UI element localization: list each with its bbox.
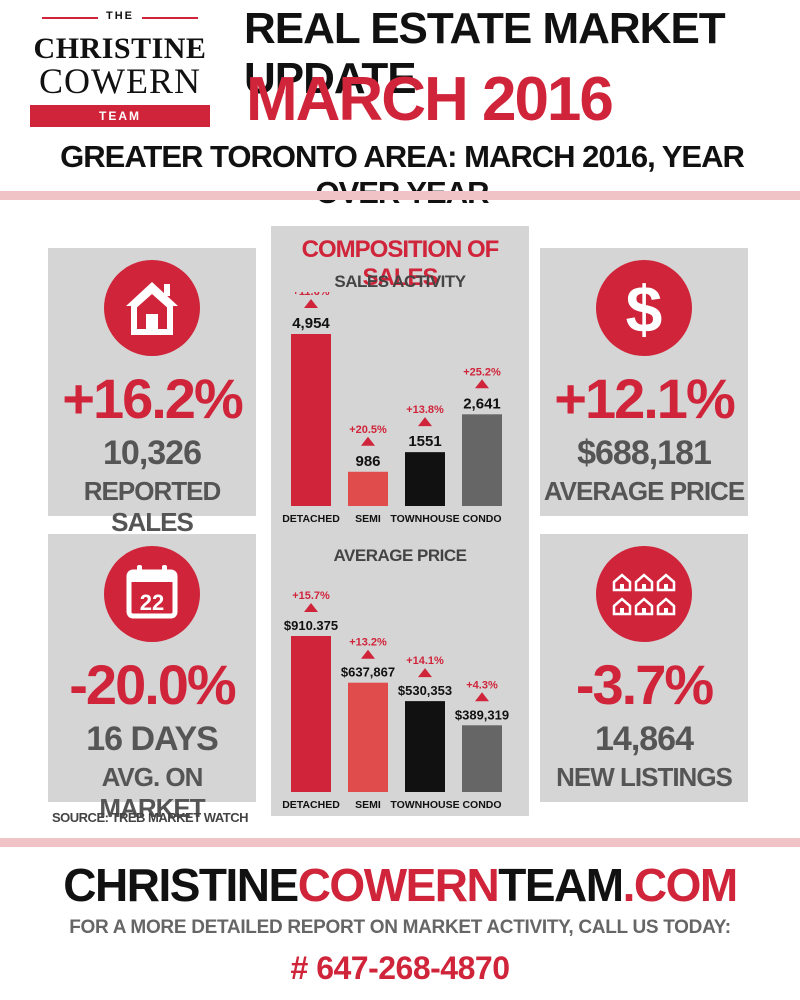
composition-panel: COMPOSITION OF SALES SALES ACTIVITY 4,95… [271, 226, 529, 816]
bottom-divider [0, 838, 800, 847]
change-label: +14.1% [406, 655, 444, 667]
average-price-chart: $910.375 +15.7% DETACHED $637,867 +13.2% SEMI… [282, 590, 509, 811]
bar-townhouse [405, 701, 445, 792]
page-title: REAL ESTATE MARKET UPDATE [244, 4, 726, 103]
url-com: .COM [622, 859, 739, 911]
logo-the: THE [106, 10, 134, 22]
bar-semi [348, 682, 388, 792]
logo-team: TEAM [30, 105, 210, 127]
house-icon [104, 260, 200, 356]
phone-number[interactable]: # 647-268-4870 [290, 950, 510, 986]
bar-condo [462, 725, 502, 792]
logo-rule-right [142, 17, 198, 19]
houses-icon [596, 546, 692, 642]
sales-value: 10,326 [103, 434, 202, 472]
listings-label: NEW LISTINGS [556, 762, 733, 792]
sales-change: +16.2% [62, 367, 244, 430]
change-label: +20.5% [349, 424, 387, 436]
sales-card: +16.2% 10,326 REPORTED SALES [48, 248, 256, 537]
sales-activity-chart: 4,954 +11.6% DETACHED 986 +20.5% SEMI 1551 +13.… [282, 292, 502, 525]
tick-label: DETACHED [282, 799, 340, 811]
increase-arrow [475, 692, 489, 702]
value-label: 986 [355, 453, 380, 470]
bar-condo [462, 414, 502, 506]
tick-label: SEMI [355, 799, 381, 811]
listings-change: -3.7% [575, 653, 714, 716]
days-label: AVG. ON MARKET [99, 762, 205, 823]
bar-semi [348, 471, 388, 506]
increase-arrow [304, 299, 318, 308]
report-date: MARCH 2016 [246, 65, 614, 134]
change-label: +4.3% [466, 679, 498, 691]
website-url[interactable]: CHRISTINECOWERNTEAM.COM [0, 858, 800, 912]
increase-arrow [361, 436, 375, 446]
tick-label: TOWNHOUSE [390, 799, 459, 811]
source-note: SOURCE: TREB MARKET WATCH [52, 810, 248, 825]
increase-arrow [418, 668, 432, 678]
calendar-day: 22 [140, 590, 164, 615]
tick-label: TOWNHOUSE [390, 513, 459, 525]
url-christine: CHRISTINE [63, 859, 299, 911]
listings-value: 14,864 [595, 720, 694, 758]
value-label: $910.375 [284, 618, 338, 633]
sales-activity-title: SALES ACTIVITY [334, 272, 466, 291]
dollar-icon: $ [596, 260, 692, 356]
change-label: +15.7% [292, 590, 330, 602]
value-label: $530,353 [398, 683, 452, 698]
change-label: +11.6% [292, 292, 329, 298]
composition-title: COMPOSITION OF SALES [301, 236, 500, 291]
days-change: -20.0% [69, 653, 236, 716]
change-label: +25.2% [463, 366, 501, 378]
increase-arrow [475, 379, 489, 389]
average-price-title: AVERAGE PRICE [333, 546, 468, 565]
tick-label: CONDO [462, 513, 501, 525]
days-value: 16 DAYS [86, 720, 219, 758]
value-label: 1551 [408, 433, 441, 450]
listings-card: -3.7% 14,864 NEW LISTINGS [540, 534, 748, 802]
logo-rule-left [42, 17, 98, 19]
value-label: $389,319 [455, 707, 509, 722]
price-value: $688,181 [577, 434, 712, 472]
price-change: +12.1% [554, 367, 736, 430]
sales-label: REPORTED SALES [83, 476, 221, 537]
bar-detached [291, 636, 331, 792]
logo-cowern: COWERN [39, 61, 201, 101]
call-to-action: FOR A MORE DETAILED REPORT ON MARKET ACT… [69, 917, 731, 938]
value-label: 4,954 [292, 315, 330, 332]
logo-christine: CHRISTINE [33, 32, 207, 65]
increase-arrow [361, 649, 375, 659]
days-card: 22 -20.0% 16 DAYS AVG. ON MARKET [48, 534, 256, 823]
tick-label: CONDO [462, 799, 501, 811]
svg-text:$: $ [626, 272, 663, 346]
tick-label: SEMI [355, 513, 381, 525]
top-divider [0, 191, 800, 200]
change-label: +13.2% [349, 637, 387, 649]
increase-arrow [418, 417, 432, 427]
tick-label: DETACHED [282, 513, 340, 525]
increase-arrow [304, 603, 318, 612]
url-cowern: COWERN [297, 859, 500, 911]
price-card: $ +12.1% $688,181 AVERAGE PRICE [540, 248, 748, 516]
bar-detached [291, 334, 331, 506]
price-label: AVERAGE PRICE [543, 476, 745, 506]
value-label: 2,641 [463, 395, 501, 412]
calendar-icon: 22 [104, 546, 200, 642]
page-subtitle: GREATER TORONTO AREA: MARCH 2016, YEAR O… [60, 139, 745, 210]
url-team: TEAM [498, 859, 624, 911]
value-label: $637,867 [341, 665, 395, 680]
bar-townhouse [405, 452, 445, 506]
brand-logo: THE CHRISTINE COWERN TEAM [28, 8, 212, 127]
change-label: +13.8% [406, 404, 444, 416]
